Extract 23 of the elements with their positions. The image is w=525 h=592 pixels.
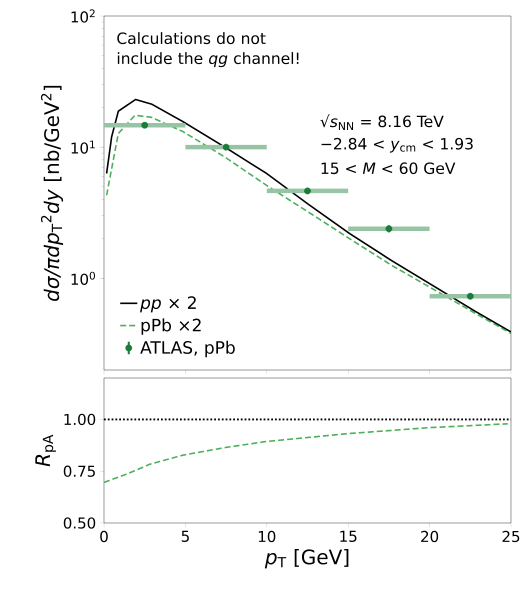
x-tick-label: 20 (421, 530, 438, 542)
y-tick-label: 10$^{0}$ (72, 272, 95, 285)
legend-label: pPb ×2 (142, 318, 201, 335)
x-tick-label: 10 (258, 530, 276, 542)
x-axis-title: p$_{T}$ [GeV] (264, 549, 348, 568)
y-tick-label: 0.75 (64, 466, 95, 477)
annotation: 15 < M < 60 GeV (322, 162, 456, 174)
x-tick-label: 5 (182, 530, 189, 542)
line-series (104, 422, 509, 484)
y-axis-title: dσ/πdp$_{T}$$^{2}$dy [nb/GeV$^{2}$] (40, 86, 64, 301)
y-axis-title: R$_{pA}$ (35, 434, 56, 466)
y-tick-label: 10$^{1}$ (72, 140, 95, 154)
x-tick-label: 15 (340, 530, 356, 542)
x-tick-label: 25 (502, 530, 520, 542)
annotation: −2.84 < y$_{cm}$ < 1.93 (322, 138, 473, 153)
y-tick-label: 0.50 (64, 517, 96, 529)
y-tick-label: 10$^{2}$ (72, 9, 95, 23)
legend-label: pp × 2 (140, 296, 196, 312)
legend-label: ATLAS, pPb (140, 340, 235, 358)
y-tick-label: 1.00 (64, 414, 96, 426)
annotation: Calculations do not include the qg channel! (117, 32, 298, 68)
x-tick-label: 0 (100, 530, 108, 542)
annotation: √s$_{NN}$ = 8.16 TeV (320, 114, 444, 130)
